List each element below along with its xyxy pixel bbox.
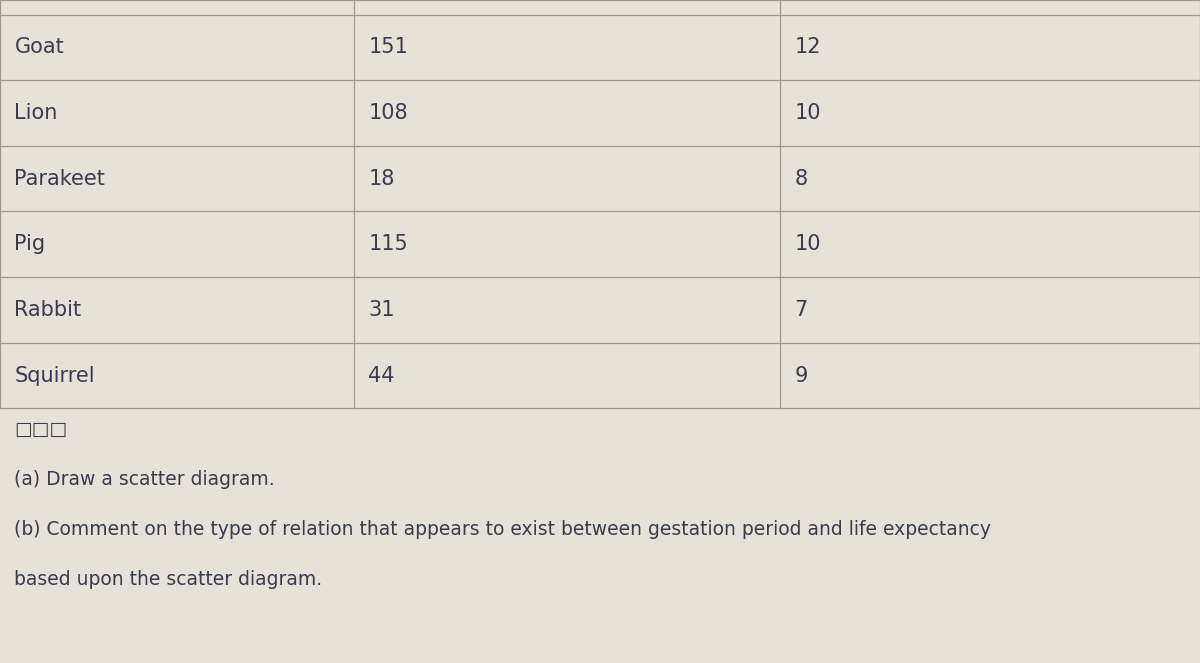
Text: 18: 18 (368, 168, 395, 189)
Text: Pig: Pig (14, 234, 46, 255)
Text: Squirrel: Squirrel (14, 365, 95, 386)
Text: 115: 115 (368, 234, 408, 255)
Text: (b) Comment on the type of relation that appears to exist between gestation peri: (b) Comment on the type of relation that… (14, 520, 991, 539)
Text: Rabbit: Rabbit (14, 300, 82, 320)
Text: □□□: □□□ (14, 420, 67, 440)
Text: Lion: Lion (14, 103, 58, 123)
Text: 10: 10 (794, 234, 821, 255)
Text: 10: 10 (794, 103, 821, 123)
Text: 8: 8 (794, 168, 808, 189)
Text: 7: 7 (794, 300, 808, 320)
Text: 12: 12 (794, 37, 821, 58)
Text: 9: 9 (794, 365, 808, 386)
Text: 44: 44 (368, 365, 395, 386)
Text: 151: 151 (368, 37, 408, 58)
Text: Goat: Goat (14, 37, 64, 58)
Text: (a) Draw a scatter diagram.: (a) Draw a scatter diagram. (14, 470, 275, 489)
Text: Parakeet: Parakeet (14, 168, 106, 189)
Text: 31: 31 (368, 300, 395, 320)
Text: 108: 108 (368, 103, 408, 123)
Text: based upon the scatter diagram.: based upon the scatter diagram. (14, 570, 323, 589)
